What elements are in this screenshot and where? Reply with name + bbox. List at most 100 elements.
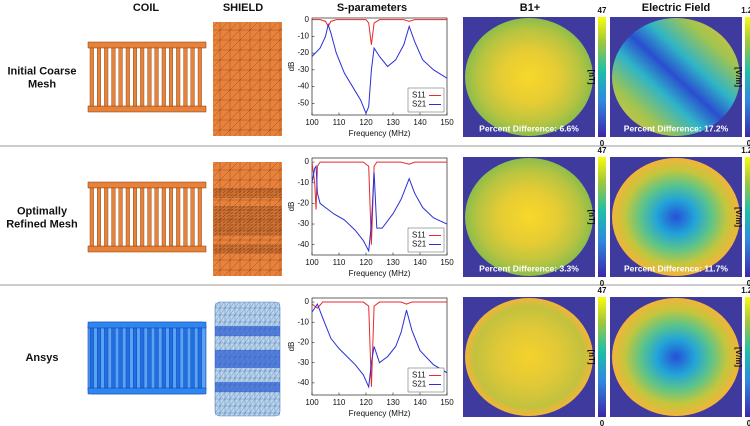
coil-rung <box>96 187 101 247</box>
x-tick-label: 120 <box>359 398 373 407</box>
x-axis-label: Frequency (MHz) <box>349 129 411 138</box>
coil-ring <box>87 387 207 395</box>
x-tick-label: 150 <box>440 258 454 267</box>
percent-difference: Percent Difference: 6.6% <box>479 123 579 133</box>
coil-rung <box>183 47 188 107</box>
coil-rung <box>140 187 145 247</box>
coil-rung <box>140 47 145 107</box>
field-map <box>465 158 593 276</box>
sparam-chart: 0 -10 -20 -30 -40 -50 100 110 120 130 140 150 Freque… <box>287 15 454 138</box>
legend-label: S21 <box>412 100 427 109</box>
coil-rung <box>118 187 123 247</box>
coil-rung <box>190 47 195 107</box>
colorbar-unit: [V/m] <box>734 67 743 87</box>
colorbar-max: 1.25 <box>741 286 750 295</box>
legend <box>407 87 445 113</box>
colorbar <box>598 297 606 417</box>
coil-rung <box>197 327 202 389</box>
coil-rung <box>161 327 166 389</box>
colorbar-unit: [V/m] <box>734 347 743 367</box>
series-line <box>312 302 447 389</box>
column-header: SHIELD <box>223 2 263 14</box>
x-tick-label: 150 <box>440 118 454 127</box>
coil-rung <box>132 187 137 247</box>
coil-rung <box>104 327 109 389</box>
percent-difference: Percent Difference: 11.7% <box>624 263 728 273</box>
row-label: Ansys <box>25 352 58 364</box>
coil-rung <box>190 327 195 389</box>
series-line <box>312 301 447 387</box>
field-map <box>612 18 740 136</box>
colorbar <box>745 157 750 277</box>
coil-rung <box>154 187 159 247</box>
colorbar-max: 1.25 <box>741 6 750 15</box>
colorbar-unit: [nT] <box>587 209 596 224</box>
coil-rung <box>147 327 152 389</box>
series-line <box>312 19 447 45</box>
legend-label: S21 <box>412 380 427 389</box>
colorbar-min: 0 <box>600 139 605 148</box>
shield-band <box>215 326 280 336</box>
coil-rung <box>96 327 101 389</box>
coil-rung <box>132 327 137 389</box>
colorbar-min: 0 <box>600 279 605 288</box>
legend-label: S11 <box>412 231 426 240</box>
coil-rung <box>125 327 130 389</box>
x-tick-label: 130 <box>386 258 400 267</box>
coil-rung <box>125 187 130 247</box>
coil-rung <box>111 47 116 107</box>
y-tick-label: -30 <box>297 219 309 228</box>
y-axis-label: dB <box>287 342 296 352</box>
shield-mesh-dense <box>213 244 282 254</box>
shield-mesh-dense <box>213 188 282 198</box>
colorbar <box>598 157 606 277</box>
coil-rung <box>104 47 109 107</box>
x-tick-label: 100 <box>305 398 319 407</box>
coil-rung <box>125 47 130 107</box>
series-line <box>312 161 447 245</box>
coil-rung <box>190 187 195 247</box>
row-label: Mesh <box>28 78 56 90</box>
coil-ring <box>87 105 207 113</box>
legend-label: S11 <box>412 371 426 380</box>
coil-rung <box>161 47 166 107</box>
coil-rung <box>176 187 181 247</box>
x-tick-label: 110 <box>333 398 346 407</box>
coil-rung <box>168 187 173 247</box>
column-header: S-parameters <box>337 2 407 14</box>
colorbar-unit: [V/m] <box>734 207 743 227</box>
coil-rung <box>118 47 123 107</box>
coil-ring <box>87 181 207 189</box>
x-tick-label: 120 <box>359 258 373 267</box>
x-tick-label: 140 <box>413 398 427 407</box>
colorbar <box>598 17 606 137</box>
colorbar-min: 0 <box>747 279 750 288</box>
coil-rung <box>111 187 116 247</box>
column-header: Electric Field <box>642 2 710 14</box>
y-tick-label: -30 <box>297 358 309 367</box>
colorbar-max: 1.25 <box>741 146 750 155</box>
y-tick-label: 0 <box>305 15 310 24</box>
colorbar-min: 0 <box>600 419 605 426</box>
y-tick-label: 0 <box>305 297 310 306</box>
coil-rung <box>147 47 152 107</box>
coil-rung <box>168 47 173 107</box>
x-tick-label: 110 <box>333 118 346 127</box>
y-axis-label: dB <box>287 62 296 72</box>
x-axis-label: Frequency (MHz) <box>349 269 411 278</box>
x-tick-label: 120 <box>359 118 373 127</box>
y-tick-label: -20 <box>297 199 309 208</box>
coil-rung <box>140 327 145 389</box>
coil-rung <box>104 187 109 247</box>
coil-rung <box>183 187 188 247</box>
x-tick-label: 100 <box>305 118 319 127</box>
row-label: Initial Coarse <box>7 65 76 77</box>
shield-mesh <box>213 22 282 136</box>
row-label: Refined Mesh <box>6 218 78 230</box>
series-line <box>312 22 447 115</box>
x-tick-label: 110 <box>333 258 346 267</box>
coil-rung <box>183 327 188 389</box>
y-tick-label: -50 <box>297 98 309 107</box>
shield-mesh-dense <box>213 206 282 236</box>
shield-band <box>215 382 280 392</box>
